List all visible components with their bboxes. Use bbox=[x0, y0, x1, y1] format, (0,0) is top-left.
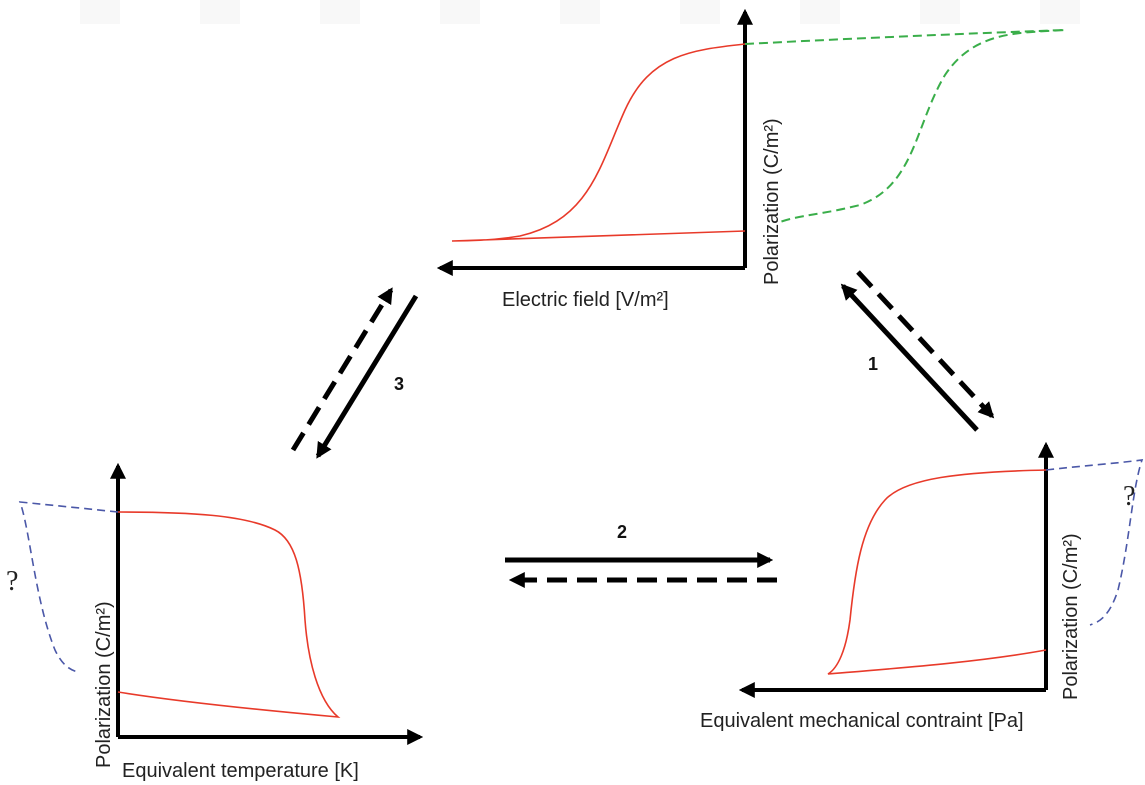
right-question-mark: ? bbox=[1123, 481, 1135, 512]
panel-equivalent-temperature: ? Equivalent temperature [K] Polarizatio… bbox=[6, 462, 424, 782]
arrow-1-solid bbox=[840, 283, 979, 432]
right-y-axis-label: Polarization (C/m²) bbox=[1060, 533, 1082, 700]
right-blue-dashed-curve bbox=[1045, 459, 1144, 626]
arrow-3-solid bbox=[315, 294, 419, 459]
top-x-axis-label: Electric field [V/m²] bbox=[502, 289, 669, 311]
right-red-curve bbox=[827, 469, 1047, 675]
top-watermark-strip bbox=[0, 0, 1145, 24]
left-blue-dashed-curve bbox=[18, 501, 119, 673]
arrow-pair-3: 3 bbox=[290, 287, 419, 459]
arrow-3-dashed bbox=[290, 287, 394, 452]
top-green-dashed-curve bbox=[744, 29, 1066, 223]
arrow-3-label: 3 bbox=[394, 374, 404, 394]
arrow-1-dashed bbox=[856, 270, 995, 419]
arrow-pair-2: 2 bbox=[505, 522, 777, 589]
arrow-2-label: 2 bbox=[617, 522, 627, 542]
left-red-curve bbox=[117, 511, 341, 719]
panel-mechanical-constraint: ? Equivalent mechanical contraint [Pa] P… bbox=[700, 441, 1144, 732]
arrow-1-label: 1 bbox=[868, 354, 878, 374]
left-y-axis-label: Polarization (C/m²) bbox=[93, 601, 115, 768]
panel-electric-field: Electric field [V/m²] Polarization (C/m²… bbox=[436, 8, 1066, 311]
top-y-axis-label: Polarization (C/m²) bbox=[761, 118, 783, 285]
left-question-mark: ? bbox=[6, 566, 18, 597]
arrow-pair-1: 1 bbox=[840, 270, 995, 432]
left-x-axis-label: Equivalent temperature [K] bbox=[122, 760, 359, 782]
right-x-axis-label: Equivalent mechanical contraint [Pa] bbox=[700, 710, 1024, 732]
top-red-curve bbox=[451, 43, 746, 242]
